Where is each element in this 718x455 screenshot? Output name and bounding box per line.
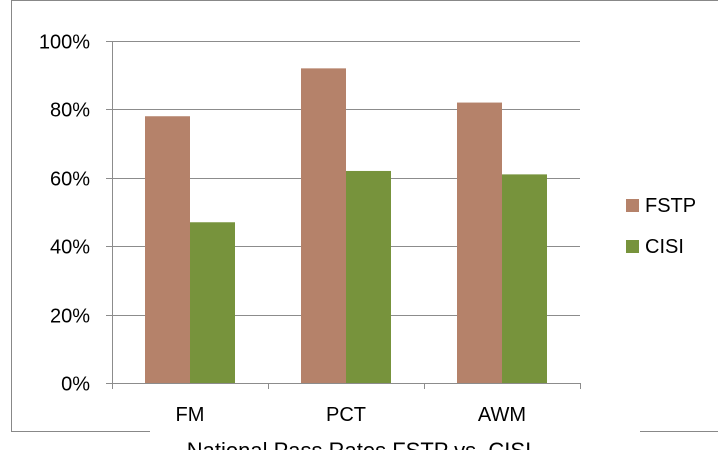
x-tick-labels: FM PCT AWM xyxy=(176,404,527,426)
legend-label-fstp: FSTP xyxy=(645,195,696,217)
y-tick-label: 20% xyxy=(50,306,90,328)
y-tick-labels: 0% 20% 40% 60% 80% 100% xyxy=(39,32,90,396)
legend-swatch-fstp xyxy=(626,199,639,212)
bar-cisi-awm xyxy=(502,174,547,383)
x-tick-label: FM xyxy=(176,404,205,426)
x-tick-label: PCT xyxy=(326,404,366,426)
legend: FSTP CISI xyxy=(626,195,696,258)
bar-fstp-fm xyxy=(145,116,190,384)
x-tick-label: AWM xyxy=(478,404,526,426)
bar-fstp-pct xyxy=(301,68,346,384)
chart-title: National Pass Rates FSTP vs. CISI xyxy=(187,438,531,450)
bar-cisi-pct xyxy=(346,170,391,383)
bar-cisi-fm xyxy=(190,222,235,383)
y-tick-label: 100% xyxy=(39,32,90,54)
legend-label-cisi: CISI xyxy=(645,236,684,258)
y-tick-label: 40% xyxy=(50,237,90,259)
legend-swatch-cisi xyxy=(626,240,639,253)
y-tick-label: 60% xyxy=(50,169,90,191)
y-tick-label: 80% xyxy=(50,100,90,122)
bar-fstp-awm xyxy=(457,102,502,383)
y-tick-label: 0% xyxy=(61,374,90,396)
bars xyxy=(145,68,547,384)
axes xyxy=(112,41,581,389)
